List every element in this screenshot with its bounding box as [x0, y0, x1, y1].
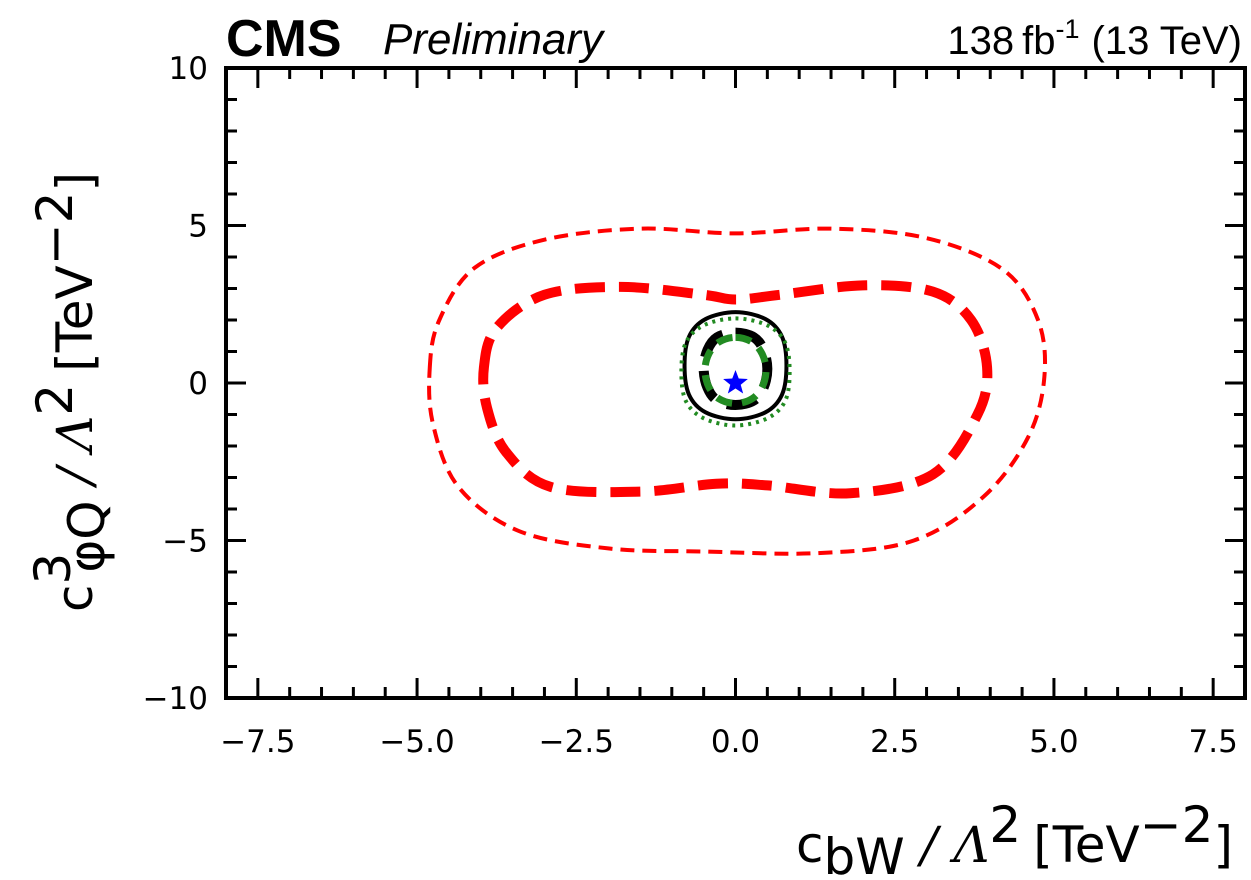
y-tick-label: 10	[169, 51, 208, 87]
y-tick-labels: −10 −5 0 5 10	[143, 51, 208, 717]
y-tick-label: −5	[162, 524, 208, 560]
x-label-unit: [TeV	[1033, 816, 1140, 874]
y-label-symbol: c	[46, 584, 104, 612]
best-fit-star-marker	[723, 370, 748, 394]
y-label-unit-close: ]	[46, 172, 104, 192]
y-label-lambda: Λ	[46, 416, 104, 456]
x-tick-labels: −7.5 −5.0 −2.5 0.0 2.5 5.0 7.5	[220, 724, 1238, 760]
x-label-unit-exp: −2	[1140, 796, 1214, 854]
y-label-unit: [TeV	[46, 265, 104, 372]
y-label-sub: φQ	[58, 500, 116, 572]
contour-black-outer	[682, 310, 789, 422]
x-tick-label: −5.0	[379, 724, 454, 760]
contour-red-outer-95-cl	[427, 226, 1048, 556]
lumi-value: 138	[947, 19, 1014, 63]
contour-red-inner-68-cl	[478, 280, 993, 499]
y-label-unit-exp: −2	[26, 192, 84, 266]
x-label-lambda-exp: 2	[989, 796, 1021, 854]
y-label-lambda-exp: 2	[26, 384, 84, 416]
x-tick-label: −7.5	[220, 724, 295, 760]
cms-label: CMS	[226, 10, 342, 68]
x-label-lambda: Λ	[949, 816, 989, 874]
y-tick-label: 5	[188, 209, 208, 245]
contour-black-inner	[698, 327, 773, 411]
preliminary-label: Preliminary	[383, 15, 606, 64]
x-tick-label: −2.5	[539, 724, 614, 760]
lumi-exponent: -1	[1056, 14, 1080, 44]
y-label-sup: 3	[24, 553, 82, 585]
x-tick-label: 7.5	[1189, 724, 1238, 760]
y-axis-label: c3φQ / Λ2 [TeV−2]	[24, 172, 116, 612]
contours	[427, 226, 1048, 556]
x-label-unit-close: ]	[1213, 816, 1233, 874]
y-tick-label: 0	[188, 366, 208, 402]
x-label-symbol: c	[796, 816, 824, 874]
x-axis-label: cbW / Λ2 [TeV−2]	[796, 796, 1233, 880]
y-tick-label: −10	[143, 681, 208, 717]
x-label-sub: bW	[823, 828, 904, 880]
y-label-sep: /	[46, 452, 104, 501]
x-label-sep: /	[905, 816, 954, 874]
x-tick-label: 5.0	[1029, 724, 1078, 760]
axis-ticks	[226, 68, 1245, 698]
contour-green-outer	[679, 316, 792, 428]
contour-green-inner	[701, 333, 770, 407]
x-tick-label: 2.5	[870, 724, 919, 760]
luminosity-label: 138 fb-1 (13 TeV)	[947, 14, 1242, 63]
lumi-unit: fb	[1022, 19, 1055, 63]
x-tick-label: 0.0	[711, 724, 760, 760]
energy-label: (13 TeV)	[1092, 19, 1242, 63]
